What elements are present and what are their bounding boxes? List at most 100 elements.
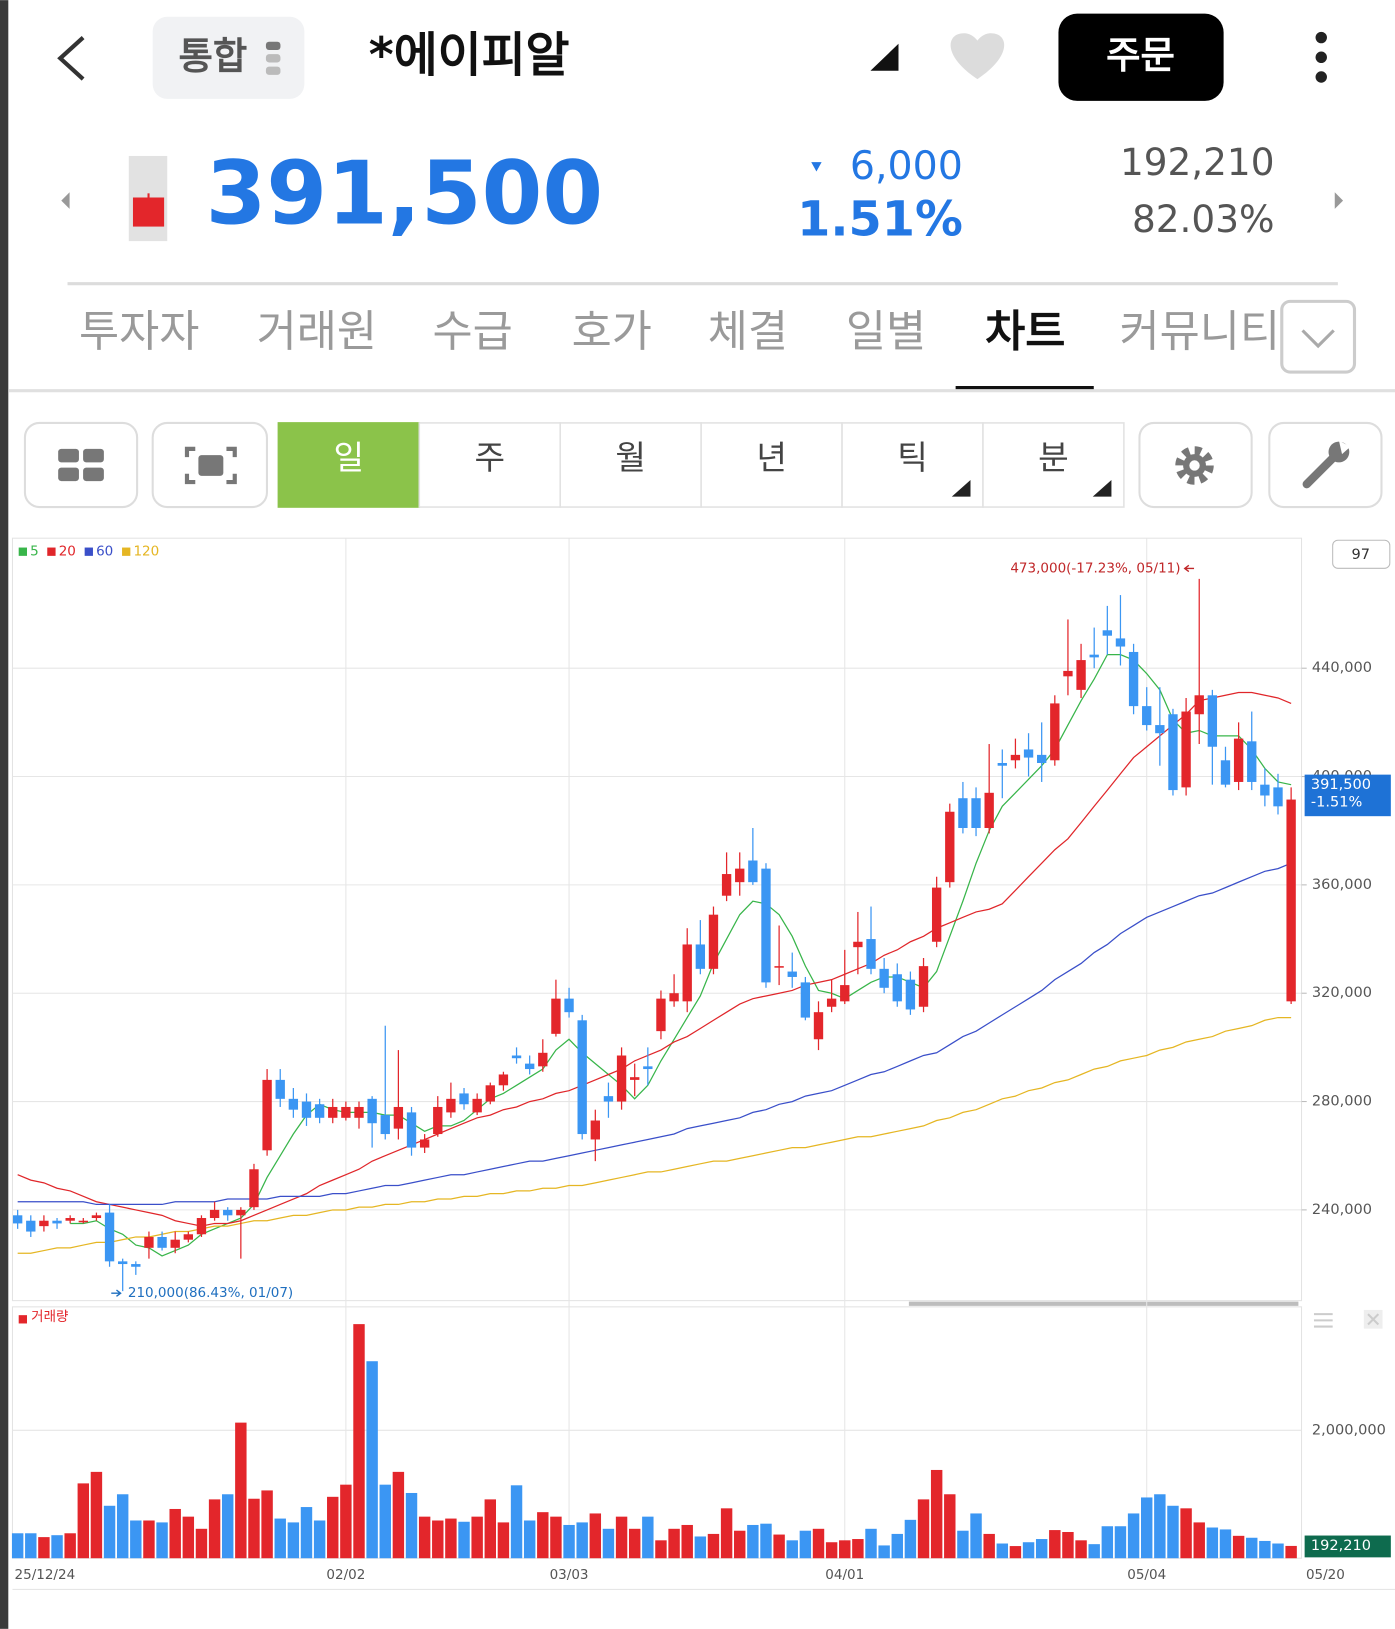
icon	[83, 467, 104, 482]
annotation: 473,000(-17.23%, 05/11)	[1010, 560, 1180, 576]
volume-bar	[51, 1535, 63, 1559]
period-label: 틱	[897, 438, 928, 477]
tab[interactable]: 커뮤니티	[1119, 308, 1279, 358]
menu-indicator	[1092, 480, 1112, 497]
volume-bar	[878, 1545, 890, 1559]
candle-body	[1286, 799, 1296, 1002]
volume-bar	[852, 1539, 864, 1559]
legend-swatch	[47, 547, 56, 556]
volume-bar	[261, 1490, 273, 1559]
candle-body	[52, 1220, 62, 1224]
candle-body	[1023, 749, 1034, 758]
price-tag-change: -1.51%	[1311, 795, 1362, 811]
volume-bar	[1049, 1530, 1061, 1559]
candle-body	[879, 968, 889, 988]
candle-body	[695, 944, 706, 969]
volume-bar	[1075, 1540, 1087, 1559]
settings-button[interactable]	[1138, 421, 1253, 509]
tab[interactable]: 투자자	[79, 308, 199, 358]
tab[interactable]: 일별	[846, 308, 926, 358]
candle-body	[196, 1218, 207, 1235]
period-button[interactable]: 월	[559, 422, 702, 508]
prev-button[interactable]	[61, 192, 70, 209]
candle-body	[603, 1096, 614, 1102]
dot	[1315, 31, 1327, 44]
menu-indicator	[951, 480, 971, 497]
volume-bar	[327, 1496, 339, 1559]
volume-bar	[550, 1516, 562, 1559]
volume-bar	[471, 1516, 483, 1559]
next-button[interactable]	[1334, 192, 1344, 209]
tab[interactable]: 수급	[432, 308, 512, 358]
volume-bar	[222, 1494, 234, 1559]
volume-bar	[747, 1524, 759, 1559]
volume-bar	[1206, 1527, 1219, 1559]
candle-body	[1207, 695, 1218, 747]
period-label: 일	[334, 438, 365, 477]
candle-body	[275, 1079, 285, 1099]
volume-bar	[353, 1324, 365, 1559]
tools-button[interactable]	[1268, 421, 1383, 509]
more-button[interactable]	[1315, 31, 1327, 83]
candle-body	[104, 1212, 115, 1262]
edge	[0, 0, 9, 1629]
volume-bar	[904, 1519, 917, 1559]
tab-dropdown[interactable]	[1275, 290, 1395, 383]
volume-bar	[930, 1469, 943, 1559]
pane-menu[interactable]	[1313, 1313, 1333, 1328]
candle-body	[577, 1020, 587, 1135]
price-tag-label: 391,500	[1311, 777, 1371, 793]
favorite-button[interactable]	[950, 33, 1005, 80]
period-button[interactable]: 분	[982, 422, 1125, 508]
period-bg	[418, 422, 561, 508]
period-button[interactable]: 틱	[841, 422, 984, 508]
volume-bar	[1259, 1540, 1271, 1559]
candle-body	[1010, 754, 1021, 761]
volume-bar	[287, 1522, 300, 1559]
volume-bar	[1219, 1529, 1232, 1559]
pane-close[interactable]	[1363, 1309, 1383, 1329]
candle-body	[288, 1098, 299, 1110]
volume-bar	[130, 1520, 142, 1559]
candle-body	[1063, 670, 1073, 677]
tab[interactable]: 거래원	[257, 308, 377, 358]
candle-body	[39, 1220, 49, 1227]
volume-bar	[1035, 1539, 1048, 1559]
volume-bar	[957, 1530, 969, 1559]
tab[interactable]: 호가	[572, 308, 652, 358]
category-button[interactable]: 통합	[152, 16, 305, 99]
candle-body	[800, 982, 811, 1018]
price-tag	[1304, 774, 1391, 817]
candle-body	[971, 798, 981, 829]
volume-bar	[235, 1422, 247, 1559]
period-button[interactable]: 년	[700, 422, 843, 508]
tab[interactable]: 차트	[955, 308, 1094, 392]
volume-bar	[1232, 1535, 1245, 1559]
annotation-arrow	[111, 1289, 122, 1297]
candle-body	[341, 1106, 351, 1118]
volume-bar	[510, 1485, 523, 1559]
volume-bar	[615, 1516, 628, 1559]
legend-label: 거래량	[31, 1309, 68, 1325]
candle-body	[524, 1063, 535, 1070]
stock-name: *에이피알	[369, 28, 570, 83]
volume-bar	[340, 1484, 352, 1559]
order-button[interactable]: 주문	[1058, 13, 1224, 101]
volume-bar	[195, 1528, 208, 1559]
tab[interactable]: 체결	[708, 308, 788, 358]
volume-bar	[143, 1520, 155, 1559]
back-button[interactable]	[57, 36, 85, 81]
tab-label: 거래원	[257, 308, 377, 358]
volume-bar	[694, 1536, 707, 1559]
icon	[83, 448, 104, 463]
volume-bar	[1127, 1513, 1140, 1559]
candle-body	[301, 1101, 312, 1118]
period-button[interactable]: 일	[277, 422, 421, 508]
candle-body	[1128, 651, 1139, 707]
layout-button[interactable]	[23, 421, 139, 509]
fullscreen-button[interactable]	[151, 421, 268, 509]
period-button[interactable]: 주	[418, 422, 561, 508]
candle-body	[144, 1236, 154, 1248]
candle-body	[1089, 654, 1099, 658]
candle-body	[787, 971, 797, 977]
